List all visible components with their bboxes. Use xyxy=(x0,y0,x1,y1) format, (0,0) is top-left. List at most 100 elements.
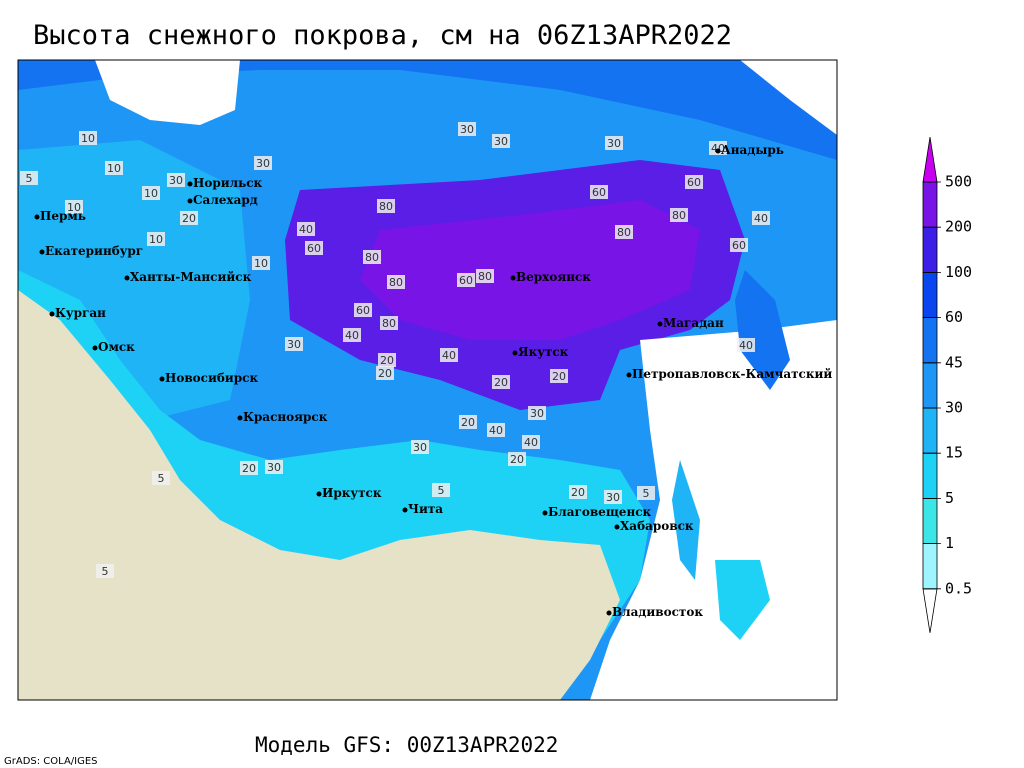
bare-land xyxy=(18,290,620,700)
contour-label: 5 xyxy=(26,172,33,185)
contour-label: 20 xyxy=(242,462,256,475)
contour-label: 40 xyxy=(345,329,359,342)
contour-label-box xyxy=(265,460,283,474)
contour-label: 20 xyxy=(461,416,475,429)
legend-swatch xyxy=(922,407,938,454)
contour-label-box xyxy=(147,232,165,246)
arctic-sea xyxy=(740,60,837,135)
contour-label: 60 xyxy=(592,186,606,199)
contour-label: 30 xyxy=(606,491,620,504)
contour-label-box xyxy=(457,273,475,287)
legend-label: 45 xyxy=(945,353,963,371)
city-name: Якутск xyxy=(518,345,569,359)
city-name: Владивосток xyxy=(612,605,703,619)
city-name: Магадан xyxy=(663,316,724,330)
city-dot xyxy=(49,311,55,317)
contour-label-box xyxy=(637,486,655,500)
footer: Модель GFS: 00Z13APR2022 xyxy=(255,733,558,757)
legend-label: 15 xyxy=(945,444,963,462)
legend-label: 30 xyxy=(945,399,963,417)
contour-label-box xyxy=(252,256,270,270)
city-name: Ханты-Мансийск xyxy=(130,270,252,284)
contour-label-box xyxy=(354,303,372,317)
contour-label-box xyxy=(152,471,170,485)
city-dot xyxy=(187,198,193,204)
contour-label: 5 xyxy=(102,565,109,578)
contour-label-box xyxy=(79,131,97,145)
city-dot xyxy=(542,510,548,516)
contour-label: 20 xyxy=(380,354,394,367)
contour-label-box xyxy=(685,175,703,189)
contour-label: 40 xyxy=(489,424,503,437)
contour-label: 5 xyxy=(158,472,165,485)
contour-label-box xyxy=(142,186,160,200)
city-name: Салехард xyxy=(193,193,258,207)
hokkaido xyxy=(715,560,770,640)
city-name: Красноярск xyxy=(243,410,328,424)
legend-swatch xyxy=(922,226,938,273)
contour-label-box xyxy=(458,122,476,136)
city-name: Иркутск xyxy=(322,486,382,500)
city-name: Петропавловск-Камчатский xyxy=(632,367,832,381)
contour-label-box xyxy=(363,250,381,264)
contour-label-box xyxy=(670,208,688,222)
legend-swatch xyxy=(922,452,938,499)
map-labels: 10 5 10 10 20 10 30 30 30 30 30 40 10 60 80 80 40 60 80 80 8… xyxy=(20,122,832,619)
contour-label-box xyxy=(305,241,323,255)
credit: GrADS: COLA/IGES xyxy=(4,756,98,767)
legend-label: 5 xyxy=(945,489,954,507)
contour-label: 10 xyxy=(107,162,121,175)
city-dot xyxy=(124,275,130,281)
contour-label-box xyxy=(254,156,272,170)
contour-label: 60 xyxy=(732,239,746,252)
contour-label: 40 xyxy=(442,349,456,362)
contour-label-box xyxy=(240,461,258,475)
contour-label-box xyxy=(380,316,398,330)
city-name: Благовещенск xyxy=(548,505,652,519)
contour-label: 80 xyxy=(617,226,631,239)
city-dot xyxy=(402,507,408,513)
contour-label: 30 xyxy=(413,441,427,454)
city-dot xyxy=(657,321,663,327)
contour-label: 80 xyxy=(365,251,379,264)
city-name: Екатеринбург xyxy=(45,244,143,258)
contour-label-box xyxy=(20,171,38,185)
contour-label-box xyxy=(508,452,526,466)
contour-label: 10 xyxy=(149,233,163,246)
city-name: Норильск xyxy=(193,176,263,190)
map-frame xyxy=(17,59,838,701)
contour-label-box xyxy=(476,269,494,283)
city-dot xyxy=(606,610,612,616)
city-dot xyxy=(159,376,165,382)
contour-label-box xyxy=(387,275,405,289)
contour-label: 80 xyxy=(478,270,492,283)
contour-label-box xyxy=(528,406,546,420)
legend-label: 100 xyxy=(945,263,972,281)
contour-label: 80 xyxy=(389,276,403,289)
contour-label-box xyxy=(737,338,755,352)
legend-label: 0.5 xyxy=(945,579,972,597)
contour-label: 20 xyxy=(552,370,566,383)
contour-label-box xyxy=(432,483,450,497)
city-name: Пермь xyxy=(40,209,86,223)
contour-label: 40 xyxy=(524,436,538,449)
contour-label-box xyxy=(604,490,622,504)
contour-label: 30 xyxy=(530,407,544,420)
contour-label: 40 xyxy=(739,339,753,352)
arctic-snow xyxy=(18,60,837,160)
contour-label: 30 xyxy=(267,461,281,474)
contour-label-box xyxy=(65,200,83,214)
contour-label-box xyxy=(752,211,770,225)
contour-label: 30 xyxy=(169,174,183,187)
city-name: Анадырь xyxy=(721,143,784,157)
contour-label: 5 xyxy=(643,487,650,500)
contour-label: 20 xyxy=(494,376,508,389)
contour-label: 30 xyxy=(494,135,508,148)
contour-label-box xyxy=(550,369,568,383)
city-dot xyxy=(34,214,40,220)
city-dot xyxy=(237,415,243,421)
contour-label: 80 xyxy=(382,317,396,330)
city-name: Хабаровск xyxy=(620,519,694,533)
contour-label-box xyxy=(376,366,394,380)
